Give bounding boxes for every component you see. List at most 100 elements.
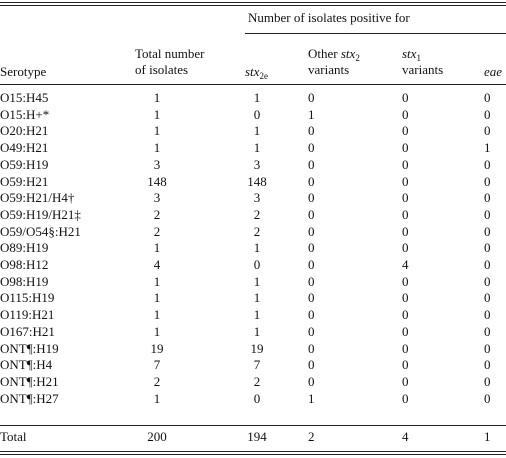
cell: 1	[253, 240, 261, 256]
rule	[245, 33, 506, 34]
cell: 0	[484, 240, 491, 256]
cell: 0	[308, 273, 315, 289]
header: stx2e	[245, 64, 268, 81]
cell: 1	[253, 90, 261, 105]
cell: 1	[308, 390, 315, 406]
header: eae	[484, 64, 503, 79]
cell: 0	[402, 340, 409, 356]
row-label: ONT¶:H21	[0, 373, 59, 389]
cell: 0	[308, 190, 315, 206]
cell: 3	[153, 190, 161, 206]
cell: 0	[484, 373, 491, 389]
cell: 0	[308, 123, 315, 139]
cell: 1	[253, 273, 261, 289]
row-label: O89:H19	[0, 240, 49, 256]
cell: 2	[153, 223, 161, 239]
cell: 0	[402, 190, 409, 206]
cell: 3	[253, 156, 261, 172]
cell: 0	[484, 223, 491, 239]
rule	[0, 425, 506, 426]
cell: 19	[250, 340, 264, 356]
header: stx	[402, 46, 417, 61]
cell: 1	[153, 106, 161, 122]
cell: 2	[153, 373, 161, 389]
cell: 0	[484, 290, 491, 306]
cell: 19	[150, 340, 164, 356]
header: of isolates	[135, 62, 189, 77]
cell: 4	[402, 257, 409, 272]
cell: 0	[308, 173, 315, 189]
cell: 0	[484, 357, 491, 373]
row-label: ONT¶:H19	[0, 340, 59, 356]
row-label: O98:H12	[0, 257, 49, 272]
cell: 0	[402, 106, 409, 122]
cell: 0	[484, 123, 491, 139]
cell: 0	[308, 323, 315, 339]
header: Serotype	[0, 64, 47, 79]
cell: 1	[153, 273, 161, 289]
cell: 1	[153, 90, 161, 105]
rule	[0, 451, 506, 452]
row-label: ONT¶:H4	[0, 357, 53, 373]
cell: 1	[253, 123, 261, 139]
cell: 1	[484, 140, 491, 156]
cell: 0	[402, 273, 409, 289]
header: Total number	[135, 46, 205, 61]
header: stx	[245, 64, 260, 79]
row-label: O167:H21	[0, 323, 55, 339]
cell: 0	[402, 206, 409, 222]
row-label: O115:H19	[0, 290, 55, 306]
cell: 4	[153, 257, 161, 272]
cell: 200	[147, 429, 167, 444]
header: variants	[308, 62, 350, 77]
rule	[0, 2, 506, 3]
cell: 1	[308, 106, 315, 122]
cell: 1	[153, 140, 161, 156]
cell: 2	[253, 373, 261, 389]
cell: 1	[484, 429, 491, 444]
header: variants	[402, 62, 444, 77]
cell: 0	[402, 390, 409, 406]
row-label: O98:H19	[0, 273, 49, 289]
cell: 0	[484, 323, 491, 339]
cell: 3	[253, 190, 261, 206]
cell: 194	[247, 429, 267, 444]
cell: 0	[484, 173, 491, 189]
header: 1	[416, 53, 421, 63]
cell: 2	[253, 206, 261, 222]
cell: 0	[308, 357, 315, 373]
cell: 0	[484, 90, 491, 105]
cell: 0	[253, 390, 261, 406]
cell: 0	[484, 106, 491, 122]
header: stx	[340, 46, 356, 61]
cell: 0	[308, 206, 315, 222]
cell: 0	[484, 190, 491, 206]
cell: 7	[153, 357, 161, 373]
cell: 0	[402, 240, 409, 256]
cell: 1	[253, 290, 261, 306]
cell: 2	[253, 223, 261, 239]
cell: 1	[253, 307, 261, 323]
cell: 1	[153, 323, 161, 339]
cell: 1	[153, 390, 161, 406]
cell: 0	[308, 340, 315, 356]
cell: 0	[308, 373, 315, 389]
header: Other	[308, 46, 338, 61]
header: 2	[355, 53, 360, 63]
cell: 0	[484, 307, 491, 323]
header: Other stx2	[308, 46, 360, 63]
rule	[0, 5, 506, 6]
header: stx1	[402, 46, 421, 63]
header: 2e	[259, 71, 268, 81]
cell: 0	[402, 140, 409, 156]
cell: 0	[484, 390, 491, 406]
cell: 1	[253, 140, 261, 156]
row-label: O15:H+*	[0, 106, 50, 122]
row-label: O49:H21	[0, 140, 49, 156]
row-label: ONT¶:H27	[0, 390, 59, 406]
cell: 0	[402, 90, 409, 105]
cell: 0	[308, 290, 315, 306]
row-label: O20:H21	[0, 123, 49, 139]
cell: 4	[402, 429, 409, 444]
